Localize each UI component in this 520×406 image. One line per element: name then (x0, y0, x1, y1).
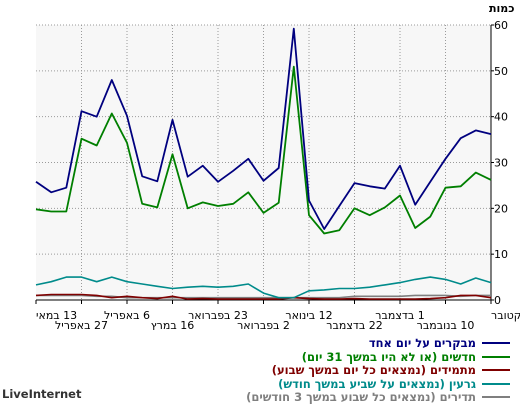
legend-label: מבקרים על יום אחד (368, 336, 476, 350)
x-tick-label: 6 באפריל (104, 309, 150, 322)
x-tick-label: 13 במאי (36, 309, 77, 322)
legend-item: חדשים (או לא היו במשך 31 יום) (302, 350, 510, 364)
legend-swatch (482, 355, 510, 358)
y-tick-label: 20 (494, 202, 508, 215)
legend-label: גרעין (נמצאים על שביע במשך חודש) (278, 376, 476, 391)
brand-label: LiveInternet (2, 387, 82, 401)
y-tick-label: 0 (494, 294, 501, 307)
x-tick-label: 16 במרץ (151, 319, 194, 330)
legend-item: גרעין (נמצאים על שביע במשך חודש) (278, 377, 510, 391)
x-tick-label: 23 בפברואר (188, 309, 248, 322)
series-line (35, 276, 492, 299)
plot-area (36, 25, 491, 300)
y-tick-label: 60 (494, 19, 508, 32)
series-line (36, 294, 491, 299)
y-axis-label: כמות (489, 2, 515, 15)
legend-swatch (482, 382, 510, 385)
x-tick-label: 27 באפריל (55, 319, 108, 330)
legend-item: מבקרים על יום אחד (369, 336, 510, 350)
legend-swatch (482, 396, 510, 398)
series-line (35, 27, 492, 230)
y-tick-label: 40 (494, 111, 508, 124)
x-tick-label: 20 באוקטובר (491, 309, 520, 322)
x-tick-label: 1 בדצמבר (375, 309, 424, 322)
legend-item: מתמידים (נמצאים כל יום במשך שבוע) (272, 363, 510, 377)
x-tick-label: 22 בדצמבר (326, 319, 382, 330)
legend-item: תדירים (נמצאים כל שבוע במשך 3 חודשים) (246, 390, 510, 404)
x-tick-label: 2 בפברואר (237, 319, 290, 330)
legend-swatch (482, 369, 510, 371)
y-tick-label: 30 (494, 157, 508, 170)
y-tick-label: 10 (494, 248, 508, 261)
x-tick-label: 12 בינואר (285, 309, 332, 322)
legend-label: חדשים (או לא היו במשך 31 יום) (301, 349, 476, 364)
series-line (35, 293, 492, 300)
legend: מבקרים על יום אחד חדשים (או לא היו במשך 3… (0, 336, 520, 406)
legend-label: מתמידים (נמצאים כל יום במשך שבוע) (271, 363, 476, 377)
legend-swatch (482, 342, 510, 344)
series-line (35, 65, 492, 235)
x-tick-label: 10 בנובמבר (417, 319, 475, 330)
legend-label: תדירים (נמצאים כל שבוע במשך 3 חודשים) (246, 390, 476, 404)
y-tick-label: 50 (494, 65, 508, 78)
